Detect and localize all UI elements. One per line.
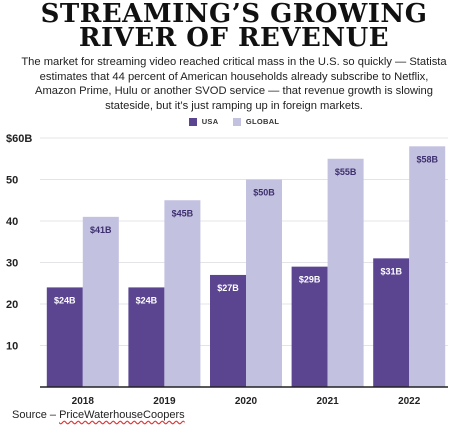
bar-label: $24B <box>136 295 158 305</box>
x-tick-label: 2018 <box>72 396 95 407</box>
x-tick-label: 2020 <box>235 396 258 407</box>
legend-item-usa: USA <box>188 117 219 126</box>
bar-label: $29B <box>299 275 321 285</box>
bar-label: $45B <box>172 208 194 218</box>
bar-label: $24B <box>54 295 76 305</box>
y-tick-label: 10 <box>6 341 18 353</box>
bar-label: $50B <box>253 188 275 198</box>
legend-label-global: GLOBAL <box>245 117 280 126</box>
legend-swatch-usa <box>188 117 197 126</box>
x-tick-label: 2019 <box>153 396 176 407</box>
y-tick-label: 50 <box>6 175 18 187</box>
bar-label: $27B <box>217 283 239 293</box>
chart-subtitle: The market for streaming video reached c… <box>21 56 447 112</box>
bar-usa-2020 <box>210 274 246 387</box>
bar-usa-2019 <box>128 287 165 387</box>
bar-label: $41B <box>90 225 112 235</box>
bar-global-2020 <box>246 179 282 387</box>
source-note: Source – PriceWaterhouseCoopers <box>12 409 185 421</box>
bar-label: $58B <box>416 154 438 164</box>
y-tick-label: $60B <box>6 133 32 145</box>
title-line-2: RIVER OF REVENUE <box>78 23 390 53</box>
bar-global-2021 <box>327 158 364 387</box>
legend-swatch-global <box>232 117 241 126</box>
bar-global-2022 <box>409 146 446 387</box>
x-tick-label: 2021 <box>316 396 339 407</box>
bar-global-2019 <box>164 200 201 387</box>
y-tick-label: 40 <box>6 216 18 228</box>
bar-label: $31B <box>380 266 402 276</box>
y-tick-label: 30 <box>6 258 18 270</box>
source-name: PriceWaterhouseCoopers <box>59 409 185 421</box>
bar-global-2018 <box>82 216 119 387</box>
bar-label: $55B <box>335 167 357 177</box>
bar-usa-2022 <box>373 258 410 387</box>
y-tick-label: 20 <box>6 299 18 311</box>
source-prefix: Source – <box>12 409 60 421</box>
bar-usa-2021 <box>291 266 328 387</box>
x-tick-label: 2022 <box>398 396 421 407</box>
legend-item-global: GLOBAL <box>232 117 280 126</box>
legend: USA GLOBAL <box>0 117 468 128</box>
bar-usa-2018 <box>46 287 83 387</box>
legend-label-usa: USA <box>201 117 219 126</box>
chart-title: STREAMING’S GROWING RIVER OF REVENUE <box>0 0 468 53</box>
title-line-1: STREAMING’S GROWING <box>40 0 428 29</box>
